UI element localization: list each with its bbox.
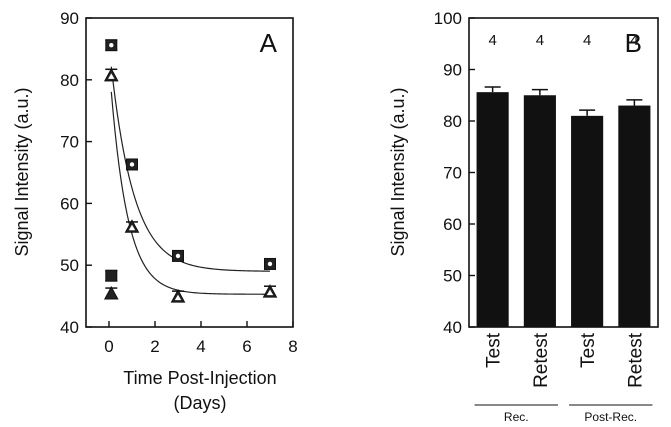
panel-b-group-label: Rec. [504, 410, 529, 424]
panel-a-y-tick-label: 40 [60, 318, 79, 337]
panel-a-x-tick-label: 2 [150, 337, 159, 356]
panel-b-n-label: 4 [583, 32, 591, 49]
panel-a-data-point-open-center [109, 42, 114, 48]
panel-b-group-label: Post-Rec. [584, 410, 637, 424]
panel-a-data-point-open-center [175, 253, 181, 259]
panel-a-x-tick-label: 0 [104, 337, 113, 356]
panel-b-y-tick-label: 50 [443, 267, 462, 286]
panel-a-data-point-square [105, 269, 118, 282]
panel-b-category-label: Retest [531, 332, 552, 388]
panel-b-n-label: 4 [536, 32, 544, 49]
panel-b-y-tick-label: 80 [443, 112, 462, 131]
panel-a-y-tick-label: 80 [60, 71, 79, 90]
panel-a-y-tick-label: 90 [60, 9, 79, 28]
panel-b-n-label: 4 [488, 32, 496, 49]
panel-b-label: B [625, 28, 642, 58]
panel-b-y-tick-label: 40 [443, 318, 462, 337]
panel-a-fit-curve [110, 91, 270, 295]
panel-a-data-point-triangle [103, 285, 119, 300]
panel-b-y-axis-label: Signal Intensity (a.u.) [388, 87, 408, 256]
panel-a-x-axis-label-line1: Time Post-Injection [123, 368, 276, 388]
panel-b-category-label: Test [578, 332, 599, 368]
panel-a-data-point-open-center [266, 289, 274, 296]
panel-b-bar [571, 115, 604, 327]
panel-a-plot-frame [85, 17, 294, 328]
panel-a-data-point-open-center [174, 294, 182, 301]
panel-a-data-point-open-center [108, 73, 115, 79]
panel-b-y-tick-label: 70 [443, 164, 462, 183]
panel-a-data-point-open-center [129, 162, 135, 167]
panel-a-label: A [260, 28, 278, 58]
panel-b-y-tick-label: 90 [443, 61, 462, 80]
panel-b-y-tick-label: 100 [434, 9, 462, 28]
panel-a-x-axis-label-line2: (Days) [174, 393, 227, 413]
panel-a-y-tick-label: 70 [60, 133, 79, 152]
panel-a-y-tick-label: 60 [60, 194, 79, 213]
panel-a-y-tick-label: 50 [60, 256, 79, 275]
panel-b-category-label: Retest [625, 332, 646, 388]
panel-b-bar [523, 95, 556, 327]
panel-a: 40 50 60 70 80 90 0 2 4 6 8 A Signal Intensity (a… [12, 9, 298, 413]
panel-b-y-tick-label: 60 [443, 215, 462, 234]
panel-b-category-label: Test [484, 332, 505, 368]
panel-a-data-point-open-center [128, 224, 136, 231]
panel-b: 40 50 60 70 80 90 100 4 4 4 4 Test Retest Test Retes… [388, 9, 659, 424]
panel-b-n-label: 4 [630, 32, 638, 49]
panel-a-x-tick-label: 4 [196, 337, 205, 356]
panel-b-bar [476, 92, 509, 327]
panel-a-fit-curve [110, 66, 271, 272]
panel-a-x-tick-label: 8 [288, 337, 297, 356]
panel-b-bar [618, 105, 651, 327]
panel-a-data-point-open-center [267, 261, 273, 267]
panel-a-x-tick-label: 6 [242, 337, 251, 356]
panel-a-y-axis-label: Signal Intensity (a.u.) [12, 87, 32, 256]
